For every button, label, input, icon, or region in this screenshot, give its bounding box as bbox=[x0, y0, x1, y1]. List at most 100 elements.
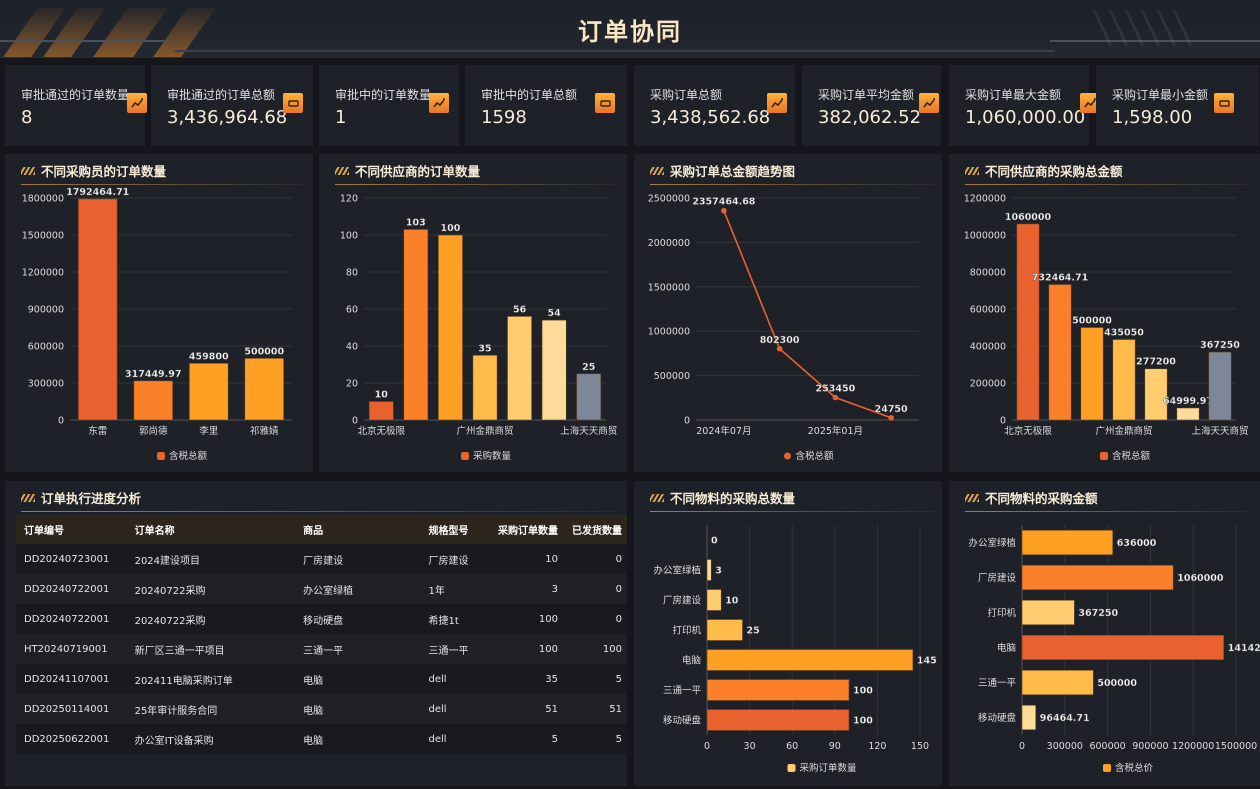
table-cell: 0 bbox=[563, 604, 627, 634]
chart-title: 不同供应商的采购总金额 bbox=[985, 164, 1123, 179]
data-label: 500000 bbox=[1097, 678, 1137, 689]
bar bbox=[1021, 634, 1225, 661]
chart-title: 不同物料的采购总数量 bbox=[670, 491, 796, 506]
kpi-card: 审批中的订单总额 1598 bbox=[465, 65, 627, 146]
table-cell: 5 bbox=[489, 724, 564, 754]
table-cell: 35 bbox=[489, 664, 564, 694]
kpi-value: 1,060,000.00 bbox=[965, 107, 1086, 128]
legend-marker bbox=[461, 452, 469, 460]
column-header[interactable]: 订单名称 bbox=[126, 515, 296, 544]
y-tick-label: 0 bbox=[58, 416, 64, 427]
table-cell: 三通一平 bbox=[420, 634, 490, 664]
title-decoration-icon bbox=[650, 493, 664, 502]
bar bbox=[541, 319, 567, 421]
bar bbox=[438, 234, 463, 421]
table-cell: 0 bbox=[563, 574, 627, 604]
trend-chart-icon bbox=[127, 93, 147, 113]
data-label: 3 bbox=[715, 566, 722, 577]
table-cell: 0 bbox=[563, 544, 627, 574]
wallet-icon bbox=[1214, 93, 1234, 113]
legend-label: 含税总额 bbox=[796, 450, 835, 462]
table-row[interactable]: DD20240722001 20240722采购 办公室绿植 1年 3 0 bbox=[16, 574, 627, 604]
data-label: 802300 bbox=[760, 335, 800, 346]
bar bbox=[1021, 669, 1094, 696]
kpi-label: 审批中的订单总额 bbox=[481, 88, 578, 102]
data-label: 253450 bbox=[816, 383, 856, 394]
bar bbox=[706, 619, 743, 641]
data-label: 25 bbox=[747, 626, 760, 637]
bar bbox=[1021, 704, 1037, 731]
y-tick-label: 800000 bbox=[970, 268, 1006, 279]
y-tick-label: 20 bbox=[346, 379, 358, 390]
chart-panel-material-qty: 不同物料的采购总数量 0 30 60 90 120 150 0 3 办公室绿植 10 厂房建设 25 打印… bbox=[634, 481, 942, 786]
table-cell: DD20241107001 bbox=[16, 664, 127, 694]
legend-label: 采购订单数量 bbox=[800, 762, 858, 774]
column-header[interactable]: 规格型号 bbox=[420, 515, 490, 544]
bar bbox=[1208, 351, 1232, 421]
data-label: 25 bbox=[582, 362, 595, 373]
bar bbox=[706, 559, 712, 581]
chart-title: 不同物料的采购金额 bbox=[985, 491, 1098, 506]
bar bbox=[78, 198, 118, 421]
table-row[interactable]: DD20240722001 20240722采购 移动硬盘 希捷1t 100 0 bbox=[16, 604, 627, 634]
kpi-card: 采购订单平均金额 382,062.52 bbox=[802, 65, 941, 146]
x-tick-label: 郭尚德 bbox=[139, 425, 168, 437]
bar bbox=[706, 649, 914, 671]
trend-chart-icon bbox=[429, 93, 449, 113]
y-tick-label: 2000000 bbox=[648, 238, 690, 249]
column-header[interactable]: 已发货数量 bbox=[563, 515, 627, 544]
table-cell: 2024建设项目 bbox=[126, 544, 296, 574]
table-title: 订单执行进度分析 bbox=[41, 491, 142, 506]
series-line bbox=[723, 210, 892, 419]
title-decoration-icon bbox=[335, 166, 349, 175]
trend-chart-icon bbox=[767, 93, 787, 113]
bar bbox=[133, 380, 173, 421]
table-cell: 25年审计服务合同 bbox=[126, 694, 296, 724]
x-tick-label: 30 bbox=[744, 741, 756, 752]
bar bbox=[706, 679, 850, 701]
chart-title: 不同供应商的订单数量 bbox=[355, 164, 481, 179]
table-row[interactable]: DD20250622001 办公室IT设备采购 电脑 dell 5 5 bbox=[16, 724, 627, 754]
y-tick-label: 打印机 bbox=[987, 607, 1016, 619]
column-header[interactable]: 订单编号 bbox=[16, 515, 127, 544]
table-row[interactable]: DD20240723001 2024建设项目 厂房建设 厂房建设 10 0 bbox=[16, 544, 627, 574]
table-row[interactable]: HT20240719001 新厂区三通一平项目 三通一平 三通一平 100 100 bbox=[16, 634, 627, 664]
bar bbox=[706, 709, 850, 731]
table-cell: 5 bbox=[563, 664, 627, 694]
legend-marker bbox=[784, 452, 791, 460]
column-header[interactable]: 商品 bbox=[295, 515, 421, 544]
y-tick-label: 0 bbox=[352, 416, 358, 427]
data-label: 24750 bbox=[875, 404, 908, 415]
data-label: 141424 bbox=[1228, 643, 1260, 654]
x-tick-label: 上海天天商贸 bbox=[1191, 425, 1248, 437]
legend-marker bbox=[157, 452, 165, 460]
data-label: 367250 bbox=[1200, 340, 1240, 351]
bar bbox=[1021, 529, 1114, 556]
legend-label: 含税总额 bbox=[169, 450, 208, 462]
x-tick-label: 李里 bbox=[199, 425, 218, 437]
column-header[interactable]: 采购订单数量 bbox=[489, 515, 564, 544]
table-cell: dell bbox=[420, 664, 490, 694]
legend-label: 含税总额 bbox=[1112, 450, 1151, 462]
kpi-value: 3,438,562.68 bbox=[650, 107, 771, 128]
data-label: 277200 bbox=[1136, 357, 1176, 368]
bar bbox=[189, 362, 229, 421]
y-tick-label: 办公室绿植 bbox=[653, 565, 701, 577]
table-cell: 100 bbox=[489, 604, 564, 634]
data-label: 732464.71 bbox=[1032, 272, 1089, 283]
table-cell: 新厂区三通一平项目 bbox=[126, 634, 296, 664]
data-point bbox=[832, 394, 839, 401]
bar bbox=[576, 373, 602, 421]
y-tick-label: 1800000 bbox=[22, 194, 64, 205]
table-row[interactable]: DD20241107001 202411电脑采购订单 电脑 dell 35 5 bbox=[16, 664, 627, 694]
table-cell: 办公室IT设备采购 bbox=[126, 724, 296, 754]
y-tick-label: 电脑 bbox=[997, 642, 1016, 654]
data-label: 10 bbox=[375, 390, 389, 401]
y-tick-label: 厂房建设 bbox=[978, 572, 1017, 584]
kpi-value: 382,062.52 bbox=[818, 107, 922, 128]
kpi-card: 审批通过的订单数量 8 bbox=[5, 65, 147, 146]
table-row[interactable]: DD20250114001 25年审计服务合同 电脑 dell 51 51 bbox=[16, 694, 627, 724]
y-tick-label: 40 bbox=[346, 342, 358, 353]
kpi-label: 采购订单最小金额 bbox=[1112, 88, 1209, 102]
x-tick-label: 上海天天商贸 bbox=[560, 425, 617, 437]
